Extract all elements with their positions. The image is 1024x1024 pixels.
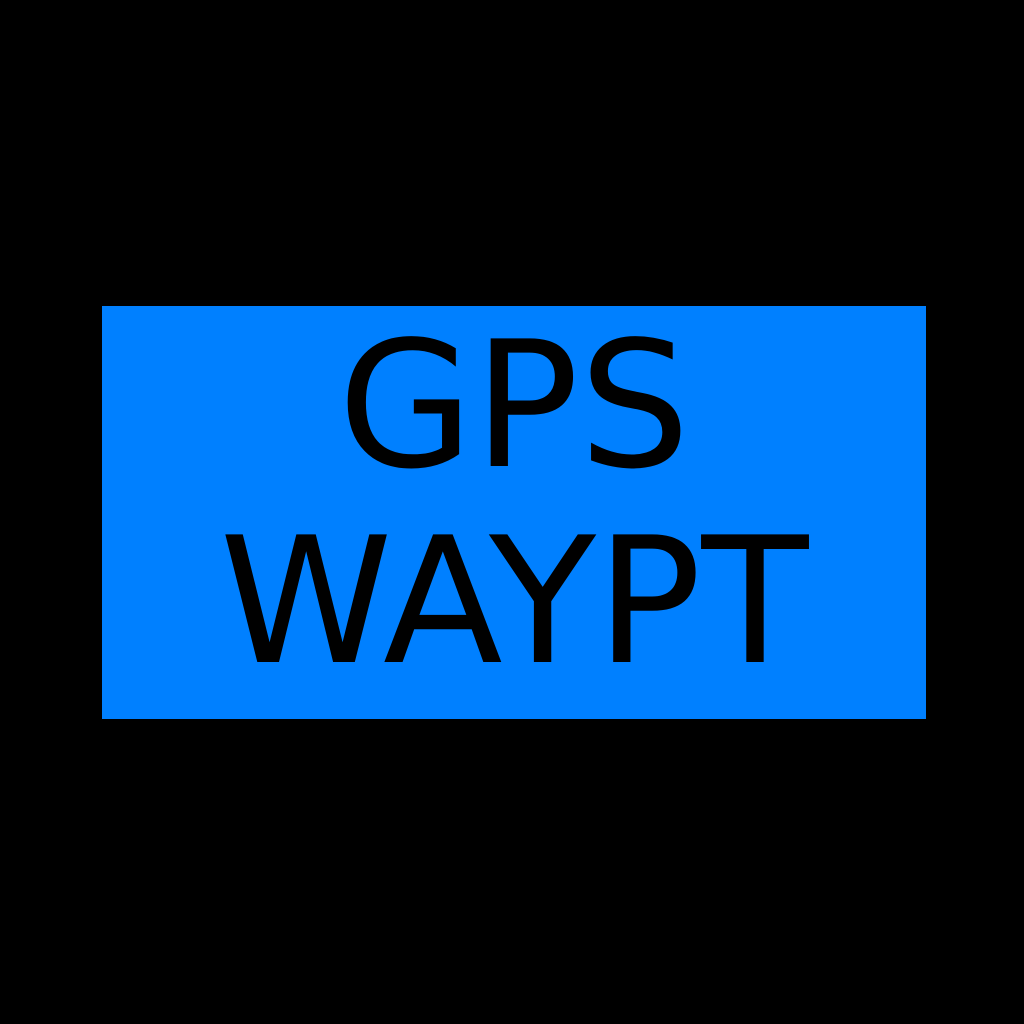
button-label-line-1: GPS xyxy=(337,304,691,508)
gps-waypoint-button[interactable]: GPS WAYPT xyxy=(102,306,926,719)
button-label-line-2: WAYPT xyxy=(219,500,809,704)
